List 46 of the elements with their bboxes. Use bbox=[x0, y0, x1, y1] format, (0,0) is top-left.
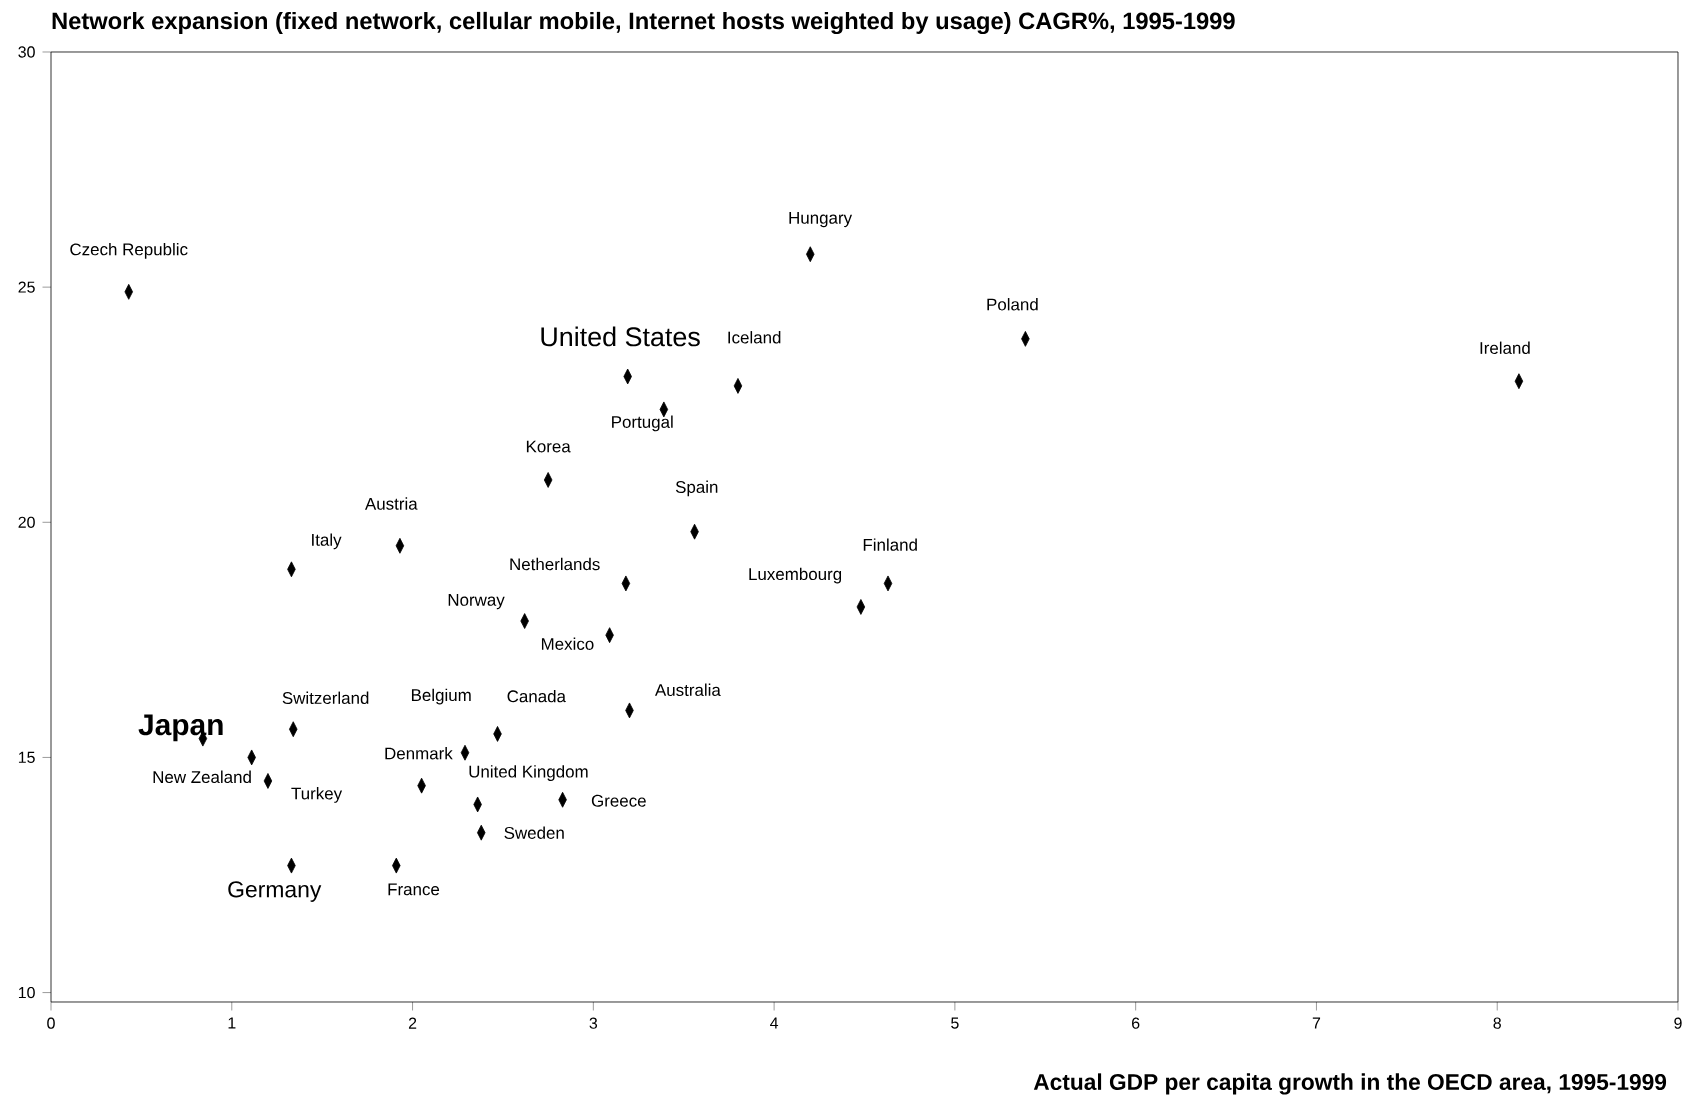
annotation: Netherlands bbox=[510, 557, 600, 571]
annotation: Greece bbox=[591, 794, 646, 807]
annotation: Italy bbox=[312, 533, 342, 550]
annotation: Switzerland bbox=[282, 691, 369, 704]
annotation: Korea bbox=[526, 440, 571, 453]
x-tick-label: 0 bbox=[47, 1017, 55, 1029]
annotation: Japan bbox=[138, 714, 223, 742]
x-tick-label: 3 bbox=[589, 1017, 598, 1029]
annotation: Luxembourg bbox=[749, 567, 842, 584]
y-tick-label: 15 bbox=[18, 751, 35, 763]
annotation: United Kingdom bbox=[469, 765, 588, 781]
annotation: Portugal bbox=[612, 415, 673, 432]
annotation: Czech Republic bbox=[70, 242, 188, 259]
y-tick-label: 25 bbox=[18, 281, 35, 293]
annotation: Finland bbox=[863, 538, 917, 551]
x-tick-label: 7 bbox=[1312, 1017, 1321, 1029]
x-tick-label: 6 bbox=[1132, 1017, 1140, 1029]
annotation: Norway bbox=[448, 593, 505, 610]
x-tick-label: 5 bbox=[951, 1017, 959, 1029]
annotation: Australia bbox=[654, 683, 721, 696]
annotation: Germany bbox=[228, 881, 322, 902]
x-tick-label: 1 bbox=[228, 1017, 236, 1029]
annotation: Belgium bbox=[411, 688, 471, 705]
y-tick-label: 10 bbox=[18, 986, 35, 999]
x-tick-label: 4 bbox=[770, 1017, 779, 1029]
annotation: Turkey bbox=[291, 786, 343, 803]
y-tick-label: 30 bbox=[18, 46, 35, 58]
annotation: Hungary bbox=[789, 211, 853, 228]
y-tick-label: 20 bbox=[18, 516, 35, 528]
annotation: Ireland bbox=[1480, 341, 1530, 354]
annotation: Denmark bbox=[385, 746, 453, 760]
x-tick-label: 9 bbox=[1674, 1017, 1682, 1029]
annotation: Sweden bbox=[504, 826, 564, 839]
x-tick-label: 8 bbox=[1493, 1017, 1501, 1029]
annotation: Austria bbox=[364, 497, 418, 510]
annotation: United States bbox=[541, 326, 700, 347]
chart-title: Network expansion (fixed network, cellular mobile, Internet hosts weighted by usage) CAGR%, 1995-1999 bbox=[52, 11, 1235, 34]
annotation: Poland bbox=[987, 297, 1038, 311]
x-tick-label: 2 bbox=[408, 1017, 417, 1029]
annotation: New Zealand bbox=[153, 770, 251, 783]
annotation: Iceland bbox=[728, 330, 781, 344]
x-axis-title: Actual GDP per capita growth in the OECD area, 1995-1999 bbox=[1033, 1073, 1667, 1095]
annotation: Canada bbox=[507, 689, 566, 703]
annotation: France bbox=[388, 883, 440, 896]
annotation: Mexico bbox=[541, 637, 594, 650]
annotation: Spain bbox=[675, 480, 718, 497]
